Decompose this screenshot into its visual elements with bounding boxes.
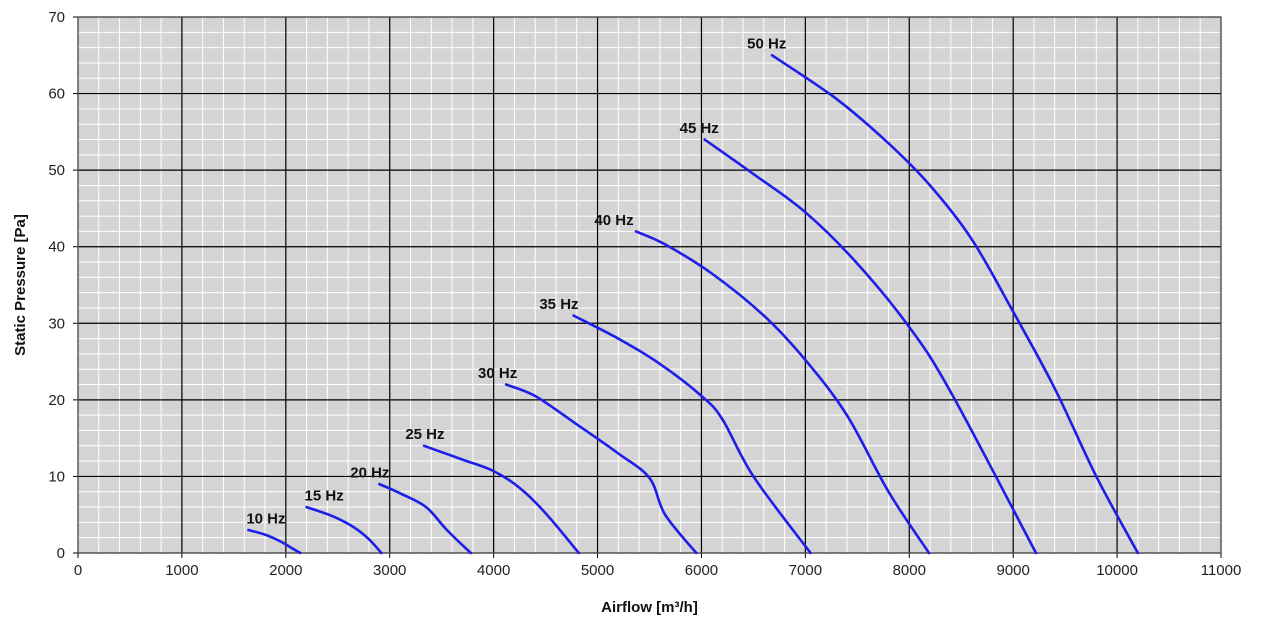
y-tick-label: 40 bbox=[48, 239, 65, 256]
curve-20hz bbox=[378, 482, 473, 555]
curve-35hz bbox=[572, 314, 812, 555]
curve-50hz bbox=[770, 54, 1140, 555]
y-tick-label: 20 bbox=[48, 392, 65, 409]
x-tick-label: 9000 bbox=[996, 562, 1029, 579]
y-axis-title: Static Pressure [Pa] bbox=[12, 214, 29, 356]
y-tick-labels: 0 10 20 30 40 50 60 70 bbox=[48, 9, 65, 562]
plot-background bbox=[78, 17, 1221, 553]
curve-label-15hz: 15 Hz bbox=[305, 487, 344, 504]
x-tick-label: 10000 bbox=[1096, 562, 1138, 579]
curve-label-35hz: 35 Hz bbox=[539, 296, 578, 313]
x-tick-label: 5000 bbox=[581, 562, 614, 579]
x-tick-label: 3000 bbox=[373, 562, 406, 579]
minor-grid bbox=[78, 17, 1221, 553]
x-tick-label: 8000 bbox=[893, 562, 926, 579]
curve-10hz bbox=[247, 528, 302, 555]
curve-25hz bbox=[422, 444, 581, 555]
x-tick-labels: 0 1000 2000 3000 4000 5000 6000 7000 8000 9000 100… bbox=[74, 562, 1241, 579]
curve-45hz bbox=[703, 138, 1038, 555]
y-tick-label: 0 bbox=[57, 545, 65, 562]
x-tick-label: 0 bbox=[74, 562, 82, 579]
plot-frame bbox=[77, 16, 1222, 554]
curves bbox=[247, 54, 1140, 555]
y-tick-label: 30 bbox=[48, 315, 65, 332]
curve-label-20hz: 20 Hz bbox=[350, 464, 389, 481]
curve-label-30hz: 30 Hz bbox=[478, 365, 517, 382]
curve-label-25hz: 25 Hz bbox=[405, 426, 444, 443]
x-tick-label: 4000 bbox=[477, 562, 510, 579]
x-tick-label: 2000 bbox=[269, 562, 302, 579]
curve-30hz bbox=[504, 383, 698, 555]
curve-label-50hz: 50 Hz bbox=[747, 36, 786, 53]
y-tick-label: 60 bbox=[48, 86, 65, 103]
curve-15hz bbox=[305, 505, 383, 555]
x-tick-label: 11000 bbox=[1201, 562, 1242, 579]
curve-label-45hz: 45 Hz bbox=[680, 120, 719, 137]
x-tick-label: 1000 bbox=[165, 562, 198, 579]
y-tick-label: 10 bbox=[48, 468, 65, 485]
x-axis-title: Airflow [m³/h] bbox=[601, 599, 698, 616]
y-tick-label: 50 bbox=[48, 162, 65, 179]
curve-labels: 10 Hz 15 Hz 20 Hz 25 Hz 30 Hz 35 Hz 40 Hz 45 Hz… bbox=[246, 36, 786, 528]
x-tick-label: 6000 bbox=[685, 562, 718, 579]
y-tick-label: 70 bbox=[48, 9, 65, 26]
curve-label-40hz: 40 Hz bbox=[594, 212, 633, 229]
curve-40hz bbox=[634, 230, 931, 555]
x-tick-label: 7000 bbox=[789, 562, 822, 579]
curve-label-10hz: 10 Hz bbox=[246, 510, 285, 527]
